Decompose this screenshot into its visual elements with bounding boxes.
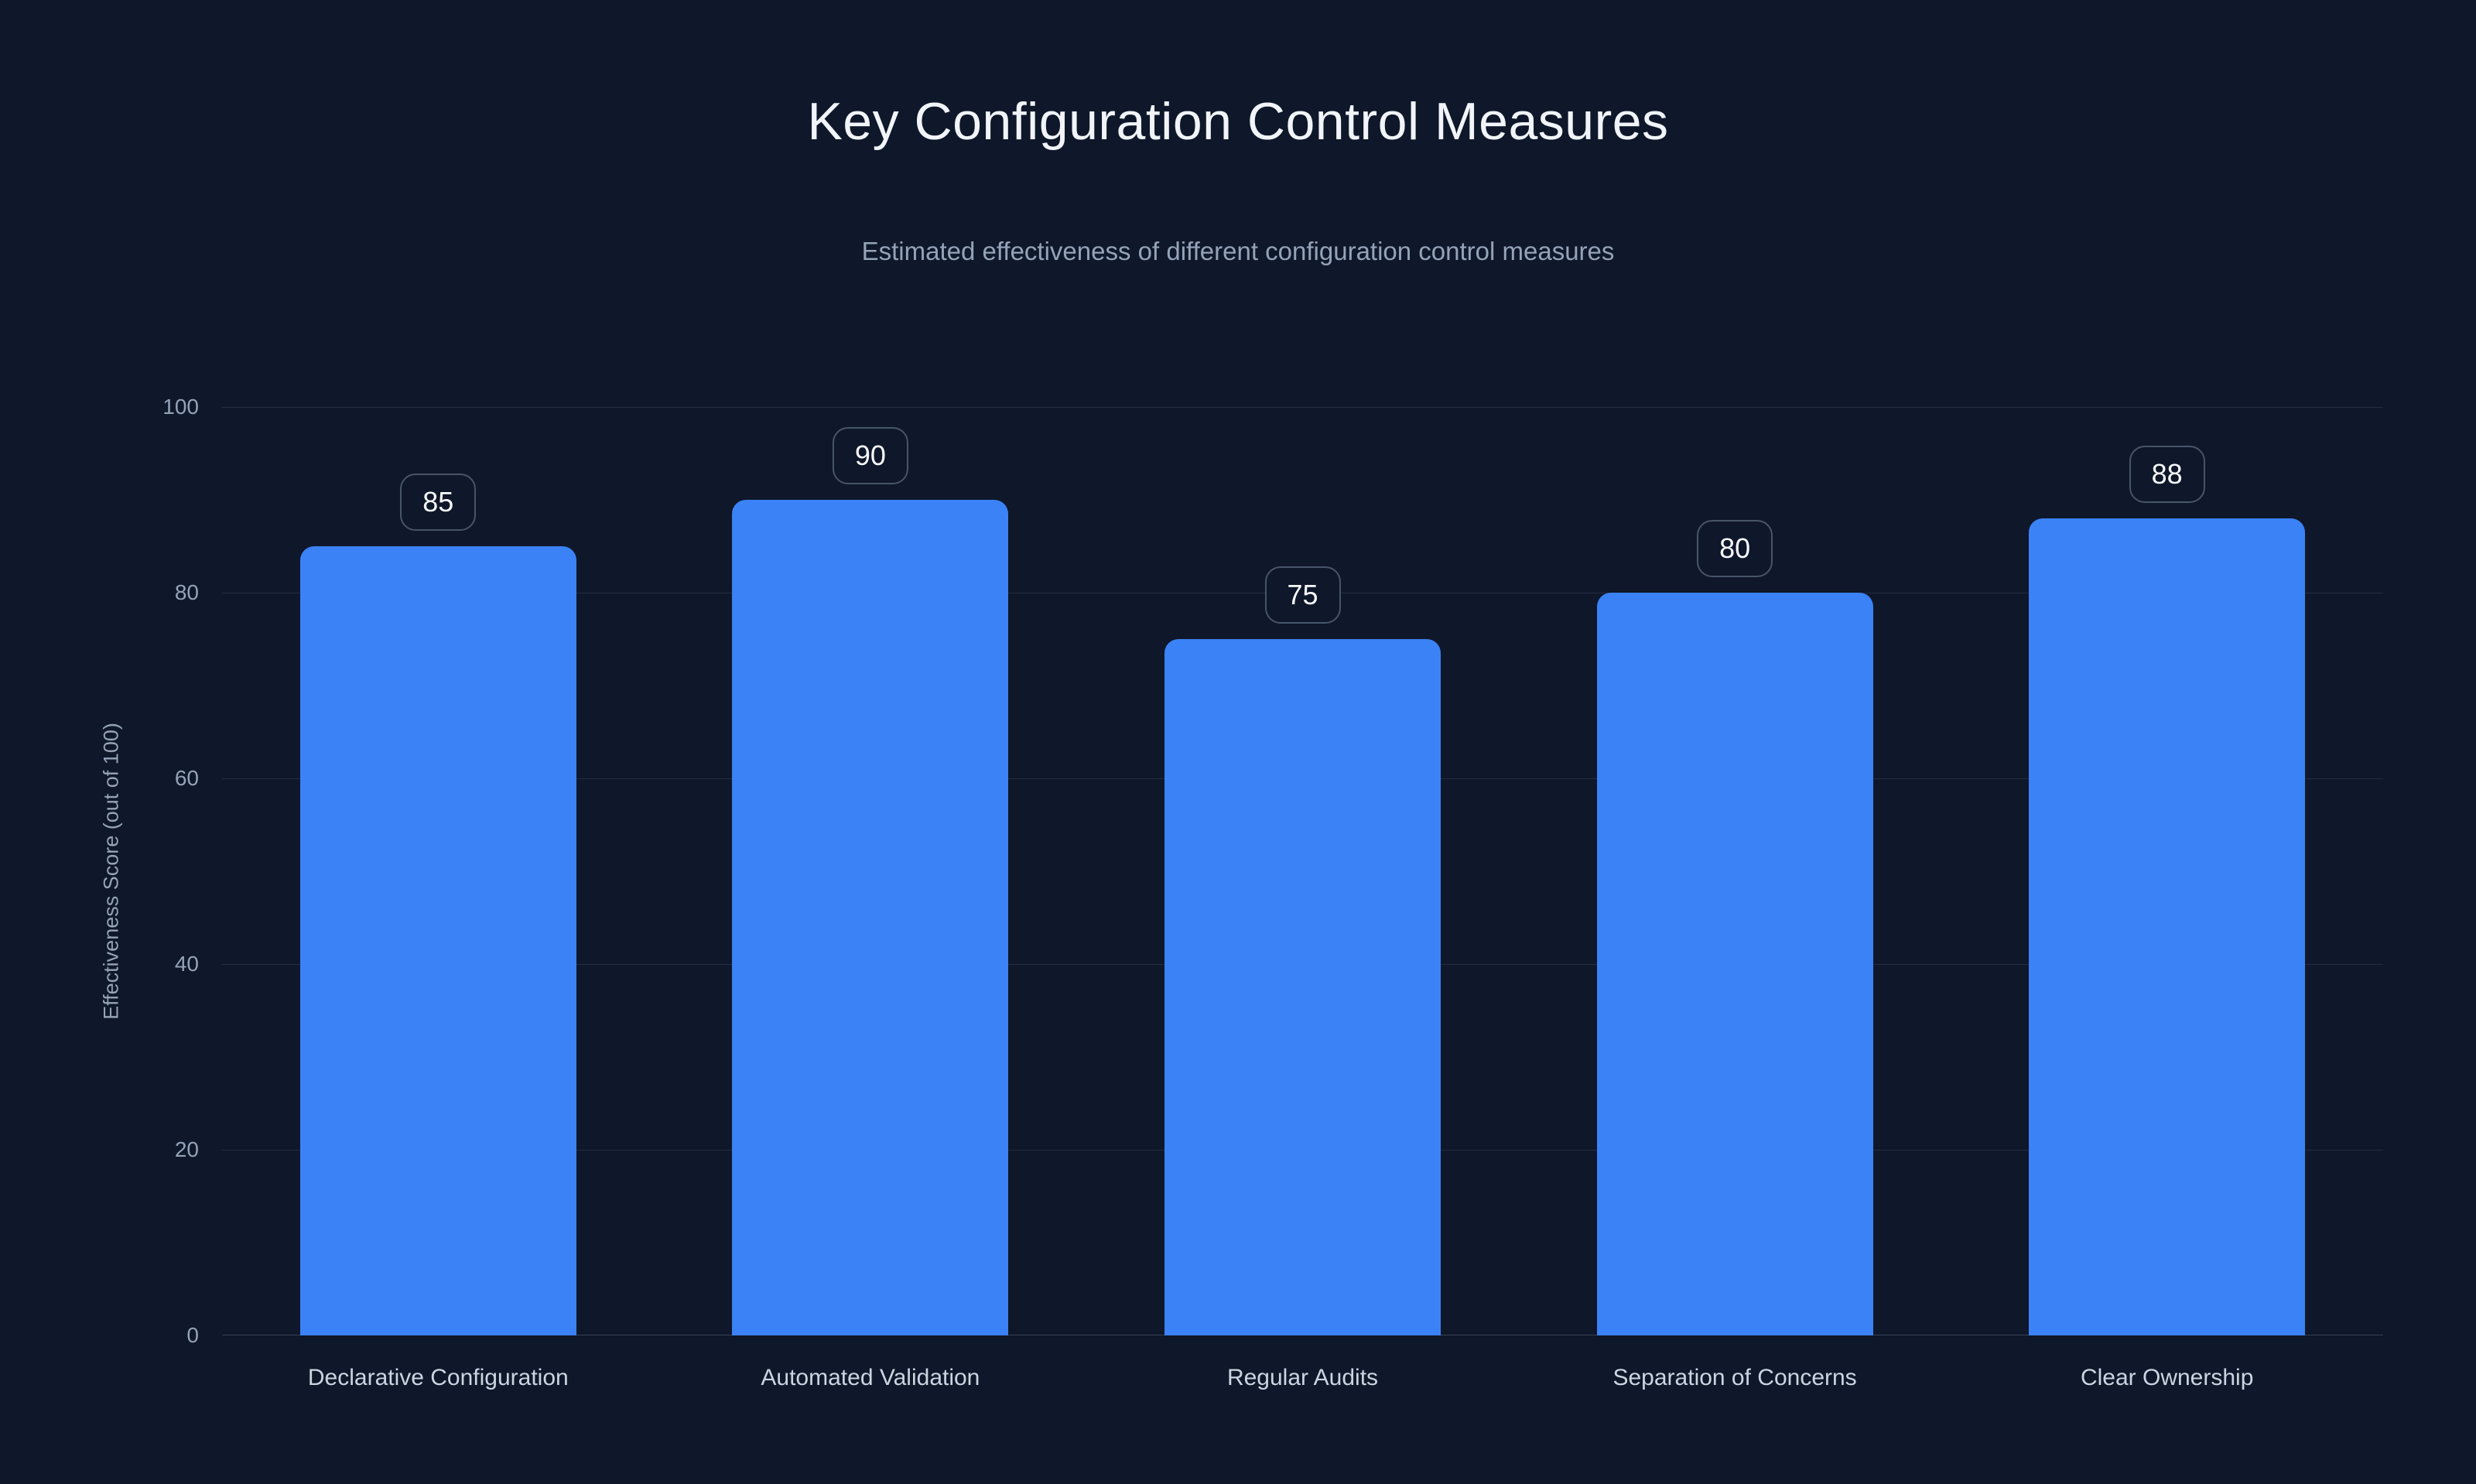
bar-clear-ownership[interactable] [2029,518,2306,1335]
chart-subtitle: Estimated effectiveness of different con… [861,237,1615,265]
bar-regular-audits[interactable] [1164,639,1441,1335]
y-tick-label-40: 40 [174,952,199,976]
value-badge-separation-of-concerns: 80 [1697,520,1773,577]
value-badge-regular-audits: 75 [1264,566,1341,624]
bar-separation-of-concerns[interactable] [1596,593,1873,1335]
value-badge-declarative-configuration: 85 [400,474,477,531]
gridline-100 [222,407,2383,408]
x-axis-label-declarative-configuration: Declarative Configuration [307,1365,569,1390]
plot-area: 0 20 40 60 80 100 85 Declarative Configuration 9… [162,396,2383,1390]
y-tick-label-0: 0 [186,1323,199,1347]
chart-title: Key Configuration Control Measures [807,92,1669,151]
value-badge-automated-validation: 90 [832,427,908,484]
y-tick-label-20: 20 [174,1137,199,1161]
x-axis-label-regular-audits: Regular Audits [1226,1365,1379,1390]
x-axis-label-automated-validation: Automated Validation [761,1365,980,1390]
y-tick-label-80: 80 [174,580,199,604]
y-tick-label-100: 100 [162,395,199,419]
x-axis-label-separation-of-concerns: Separation of Concerns [1612,1365,1857,1390]
y-tick-label-60: 60 [174,766,199,790]
value-badge-clear-ownership: 88 [2129,446,2205,503]
bar-automated-validation[interactable] [732,500,1009,1335]
bar-declarative-configuration[interactable] [299,546,576,1335]
x-axis-label-clear-ownership: Clear Ownership [2080,1365,2254,1390]
